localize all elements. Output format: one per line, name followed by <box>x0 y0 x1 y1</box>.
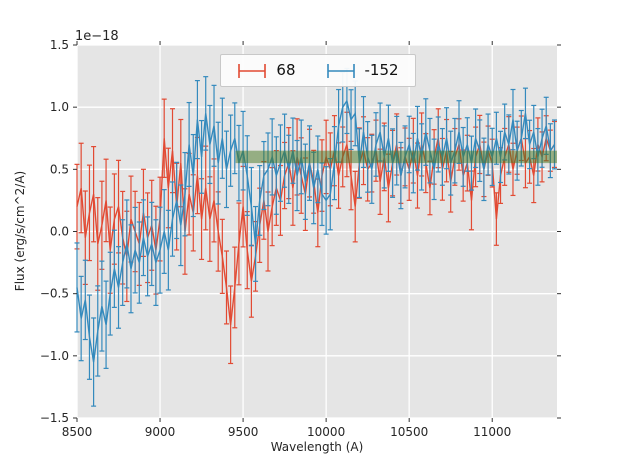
y-axis-label: Flux (erg/s/cm^2/A) <box>13 171 27 291</box>
errorbar-marker-red-icon <box>238 63 267 78</box>
tick-labels-group: 8500 9000 9500 10000 10500 11000 −1.5 −1.0 −0.5 0… <box>40 38 511 439</box>
x-tick-label: 9000 <box>145 425 176 439</box>
y-tick-label: −1.5 <box>40 411 69 425</box>
x-axis-label: Wavelength (A) <box>271 440 364 454</box>
y-tick-label: 0.5 <box>50 162 69 176</box>
legend-label-68: 68 <box>276 61 296 79</box>
reference-band-group <box>235 150 558 164</box>
x-tick-label: 10500 <box>390 425 428 439</box>
series-line--152 <box>76 99 556 363</box>
x-tick-label: 8500 <box>62 425 93 439</box>
errorbar-marker-blue-icon <box>326 63 355 78</box>
x-tick-label: 11000 <box>473 425 511 439</box>
y-tick-label: 1.5 <box>50 38 69 52</box>
legend-entry--152: -152 <box>326 62 399 80</box>
y-tick-label: −1.0 <box>40 349 69 363</box>
y-tick-label: 0.0 <box>50 225 69 239</box>
reference-band <box>235 150 558 164</box>
y-axis-offset-text: 1e−18 <box>75 29 119 44</box>
legend-entry-68: 68 <box>237 61 296 80</box>
legend: 68 -152 <box>220 54 416 87</box>
y-tick-label: −0.5 <box>40 287 69 301</box>
x-tick-label: 10000 <box>307 425 345 439</box>
y-tick-label: 1.0 <box>50 100 69 114</box>
x-tick-label: 9500 <box>228 425 259 439</box>
axis-ticks-group <box>73 41 561 422</box>
data-series-group <box>74 67 558 407</box>
series-line-68 <box>76 135 556 325</box>
legend-label--152: -152 <box>364 61 399 79</box>
